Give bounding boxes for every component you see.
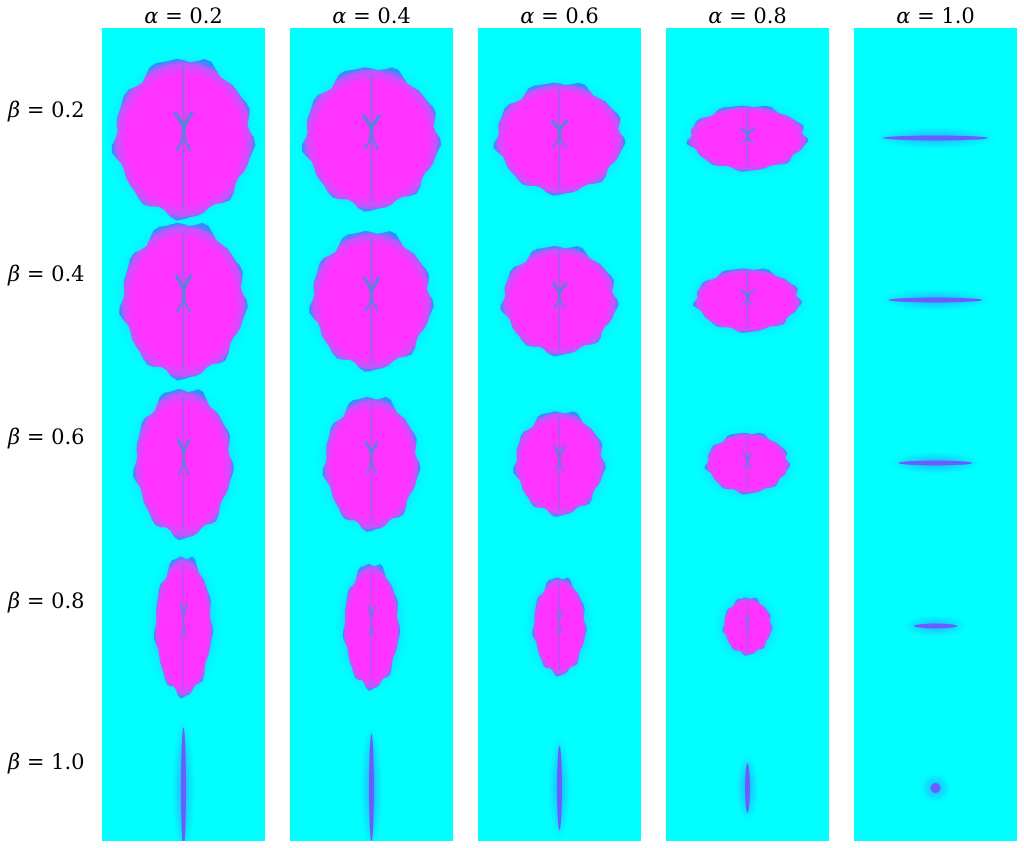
- brain-slice: [903, 614, 968, 638]
- alpha-value: = 0.2: [158, 4, 223, 28]
- beta-value: = 1.0: [20, 750, 85, 774]
- brain-slice: [523, 569, 596, 683]
- slice-collapsed: [883, 135, 988, 141]
- slice-canvas: [294, 60, 449, 841]
- brain-slice: [104, 52, 263, 224]
- brain-slice: [301, 224, 442, 376]
- slice-collapsed: [913, 623, 958, 629]
- image-panel-alpha-0.6: [478, 28, 641, 841]
- slice-canvas: [873, 126, 998, 803]
- slice-ventricle: [743, 616, 752, 631]
- alpha-symbol: α: [144, 4, 159, 28]
- slice-collapsed: [898, 460, 973, 466]
- column-label-alpha-1.0: α = 1.0: [854, 2, 1017, 30]
- beta-symbol: β: [8, 425, 21, 449]
- slice-collapsed: [181, 727, 186, 841]
- image-panel-alpha-0.8: [666, 28, 829, 841]
- brain-slice: [504, 403, 615, 523]
- slice-canvas: [104, 52, 263, 841]
- beta-symbol: β: [8, 589, 21, 613]
- beta-value: = 0.2: [20, 98, 85, 122]
- brain-slice: [888, 451, 983, 475]
- slice-ventricle: [176, 438, 191, 476]
- row-label-beta-0.8: β = 0.8: [8, 587, 98, 615]
- brain-slice: [920, 773, 951, 803]
- beta-symbol: β: [8, 750, 21, 774]
- slice-ventricle: [739, 289, 756, 306]
- slice-ventricle: [174, 274, 193, 313]
- slice-ventricle: [550, 281, 569, 309]
- image-panel-alpha-0.4: [290, 28, 453, 841]
- beta-symbol: β: [8, 262, 21, 286]
- alpha-value: = 1.0: [910, 4, 975, 28]
- brain-slice: [678, 97, 817, 179]
- slice-ventricle: [741, 452, 754, 468]
- slice-canvas: [678, 97, 817, 823]
- alpha-symbol: α: [896, 4, 911, 28]
- brain-slice: [172, 717, 195, 841]
- image-panel-alpha-0.2: [102, 28, 265, 841]
- brain-slice: [878, 288, 993, 312]
- brain-slice: [124, 382, 243, 544]
- row-label-beta-0.2: β = 0.2: [8, 96, 98, 124]
- slice-ventricle: [179, 602, 188, 638]
- slice-ventricle: [367, 605, 376, 637]
- alpha-symbol: α: [520, 4, 535, 28]
- slice-collapsed: [557, 745, 562, 831]
- slice-collapsed: [888, 297, 983, 303]
- alpha-symbol: α: [708, 4, 723, 28]
- slice-ventricle: [549, 119, 570, 147]
- brain-slice: [333, 556, 410, 696]
- brain-slice: [548, 735, 571, 841]
- brain-slice: [294, 60, 449, 216]
- alpha-value: = 0.8: [722, 4, 787, 28]
- slice-ventricle: [555, 609, 564, 634]
- row-label-beta-1.0: β = 1.0: [8, 748, 98, 776]
- row-label-beta-0.4: β = 0.4: [8, 260, 98, 288]
- slice-ventricle: [172, 111, 195, 151]
- column-label-alpha-0.4: α = 0.4: [290, 2, 453, 30]
- brain-slice: [873, 126, 998, 150]
- slice-collapsed: [930, 783, 941, 793]
- slice-ventricle: [362, 276, 381, 312]
- slice-ventricle: [738, 127, 757, 144]
- slice-collapsed: [745, 763, 750, 813]
- brain-slice: [684, 260, 811, 340]
- brain-slice: [144, 549, 223, 703]
- brain-slice: [111, 216, 256, 384]
- beta-value: = 0.6: [20, 425, 85, 449]
- column-label-alpha-0.2: α = 0.2: [102, 2, 265, 30]
- alpha-value: = 0.6: [534, 4, 599, 28]
- row-label-beta-0.6: β = 0.6: [8, 423, 98, 451]
- brain-slice: [314, 390, 429, 536]
- beta-symbol: β: [8, 98, 21, 122]
- column-label-alpha-0.8: α = 0.8: [666, 2, 829, 30]
- image-panel-alpha-1.0: [854, 28, 1017, 841]
- slice-ventricle: [552, 445, 567, 472]
- brain-slice: [713, 588, 782, 664]
- beta-value: = 0.8: [20, 589, 85, 613]
- beta-value: = 0.4: [20, 262, 85, 286]
- brain-slice: [360, 723, 383, 841]
- slice-collapsed: [369, 733, 374, 841]
- brain-slice: [492, 238, 627, 362]
- slice-ventricle: [364, 440, 379, 474]
- slice-ventricle: [361, 114, 382, 150]
- brain-slice: [736, 753, 759, 823]
- brain-slice: [696, 424, 799, 502]
- alpha-value: = 0.4: [346, 4, 411, 28]
- alpha-symbol: α: [332, 4, 347, 28]
- slice-canvas: [485, 75, 634, 841]
- brain-slice: [485, 75, 634, 201]
- column-label-alpha-0.6: α = 0.6: [478, 2, 641, 30]
